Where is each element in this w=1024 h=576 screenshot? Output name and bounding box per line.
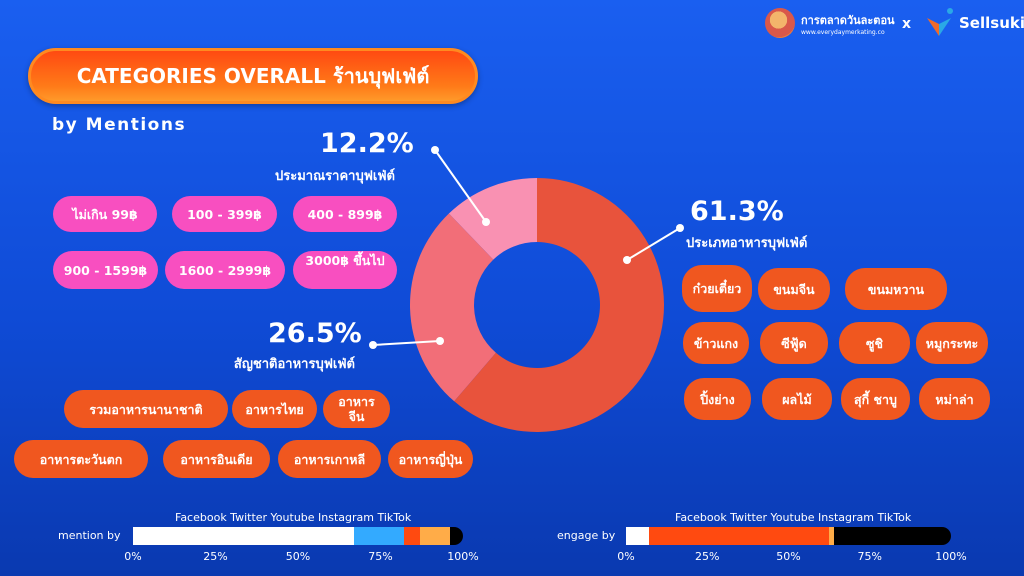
callout-dot-nationality-end <box>436 337 444 345</box>
bar-segment-tiktok <box>449 527 463 545</box>
slice-nationality <box>409 213 496 402</box>
nationality-pill: อาหาร จีน <box>323 390 390 428</box>
food-type-pill: ขนมหวาน <box>845 268 947 310</box>
axis-tick: 100% <box>447 550 479 563</box>
mention-legend: Facebook Twitter Youtube Instagram TikTo… <box>175 511 412 524</box>
bar-segment-instagram <box>420 527 450 545</box>
price-pill: 100 - 399฿ <box>172 196 277 232</box>
engage-stacked-bar <box>626 527 951 545</box>
brand-name: การตลาดวันละตอน <box>801 13 895 27</box>
axis-tick: 0% <box>617 550 635 563</box>
price-pill: 900 - 1599฿ <box>53 251 158 289</box>
brand-url: www.everydaymerkating.co <box>801 28 885 36</box>
engage-label: engage by <box>557 529 616 542</box>
mention-stacked-bar <box>133 527 463 545</box>
callout-dot-nationality <box>369 341 377 349</box>
bar-segment-instagram <box>829 527 834 545</box>
nationality-pill: อาหารเกาหลี <box>278 440 381 478</box>
page-subtitle: by Mentions <box>52 115 187 135</box>
callout-line-nationality <box>372 340 441 346</box>
slice-price <box>448 178 537 260</box>
food-type-pill: สุกี้ ชาบู <box>841 378 910 420</box>
axis-tick: 50% <box>776 550 801 563</box>
nationality-pill: อาหารอินเดีย <box>163 440 270 478</box>
price-pill: 400 - 899฿ <box>293 196 397 232</box>
food-type-percent: 61.3% <box>690 196 784 227</box>
axis-tick: 25% <box>203 550 228 563</box>
food-type-pill: ก๋วยเตี๋ยว <box>682 265 752 312</box>
nationality-pill: อาหารไทย <box>232 390 317 428</box>
partner-name: Sellsuki <box>959 14 1024 32</box>
bar-segment-facebook <box>133 527 355 545</box>
mention-label: mention by <box>58 529 121 542</box>
food-type-pill: ข้าวแกง <box>683 322 749 364</box>
price-percent: 12.2% <box>320 128 414 159</box>
price-pill: 1600 - 2999฿ <box>165 251 285 289</box>
page-title: CATEGORIES OVERALL ร้านบุฟเฟ่ต์ <box>28 48 478 104</box>
food-type-pill: หม่าล่า <box>919 378 990 420</box>
food-type-pill: หมูกระทะ <box>916 322 988 364</box>
bar-segment-youtube <box>403 527 421 545</box>
callout-line-price <box>434 149 487 223</box>
axis-tick: 50% <box>285 550 311 563</box>
nationality-pill: อาหารญี่ปุ่น <box>388 440 473 478</box>
separator-x: x <box>902 16 912 32</box>
brand-logo: การตลาดวันละตอน www.everydaymerkating.co <box>765 8 895 38</box>
callout-dot-price-end <box>482 218 490 226</box>
nationality-pill: รวมอาหารนานาชาติ <box>64 390 228 428</box>
axis-tick: 75% <box>368 550 393 563</box>
bar-segment-facebook <box>626 527 649 545</box>
brand-avatar-icon <box>765 8 795 38</box>
bar-segment-youtube <box>648 527 830 545</box>
food-type-pill: ซีฟู้ด <box>760 322 828 364</box>
food-type-pill: ขนมจีน <box>758 268 830 310</box>
callout-dot-food-type <box>676 224 684 232</box>
engage-legend: Facebook Twitter Youtube Instagram TikTo… <box>675 511 912 524</box>
axis-tick: 25% <box>695 550 720 563</box>
bar-segment-tiktok <box>834 527 951 545</box>
price-pill: 3000฿ ขึ้นไป <box>293 251 397 289</box>
food-type-pill: ซูชิ <box>839 322 910 364</box>
nationality-percent: 26.5% <box>268 318 362 349</box>
axis-tick: 75% <box>857 550 882 563</box>
callout-line-food-type <box>626 227 681 261</box>
bar-segment-twitter <box>354 527 404 545</box>
nationality-pill: อาหารตะวันตก <box>14 440 148 478</box>
sellsuki-logo-icon <box>927 8 953 36</box>
price-pill: ไม่เกิน 99฿ <box>53 196 157 232</box>
axis-tick: 0% <box>124 550 142 563</box>
price-category-label: ประมาณราคาบุฟเฟ่ต์ <box>275 169 395 184</box>
partner-logo: Sellsuki <box>925 6 1024 40</box>
nationality-category-label: สัญชาติอาหารบุฟเฟ่ต์ <box>233 357 355 372</box>
axis-tick: 100% <box>935 550 967 563</box>
food-type-category-label: ประเภทอาหารบุฟเฟ่ต์ <box>686 236 808 251</box>
slice-food-type <box>454 178 664 432</box>
callout-dot-food-type-end <box>623 256 631 264</box>
callout-dot-price <box>431 146 439 154</box>
food-type-pill: ปิ้งย่าง <box>684 378 751 420</box>
food-type-pill: ผลไม้ <box>762 378 832 420</box>
